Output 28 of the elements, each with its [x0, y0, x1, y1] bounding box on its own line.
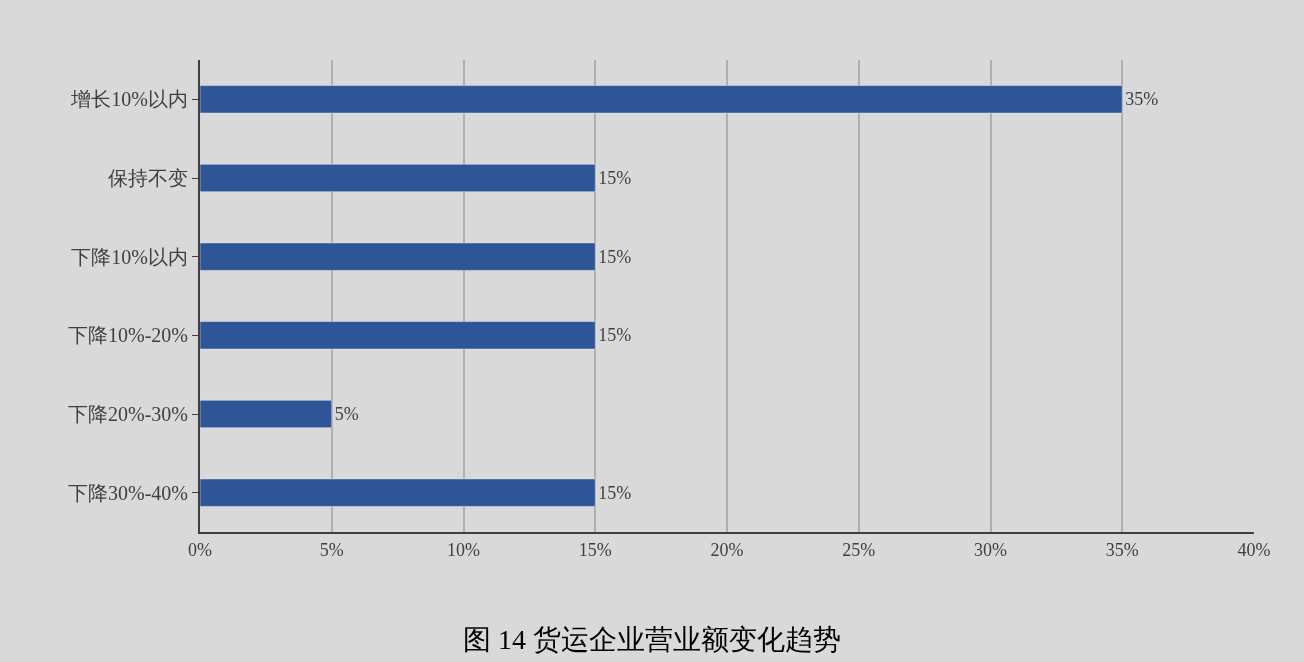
x-tick-label: 0% — [188, 539, 212, 560]
y-tick-label: 保持不变 — [108, 167, 188, 189]
x-tick-label: 40% — [1237, 539, 1271, 560]
bar — [200, 85, 1123, 114]
x-tick-label: 35% — [1105, 539, 1139, 560]
data-label: 15% — [598, 325, 632, 346]
y-tick-label: 下降10%-20% — [68, 324, 188, 347]
x-tick-label: 20% — [710, 539, 744, 560]
y-tick-label: 增长10%以内 — [70, 88, 188, 111]
data-label: 5% — [334, 404, 359, 424]
bar — [200, 321, 596, 350]
bar — [200, 242, 596, 271]
x-tick-label: 25% — [842, 539, 876, 560]
bar — [200, 399, 332, 429]
x-tick-label: 15% — [578, 539, 612, 560]
y-tick-label: 下降10%以内 — [71, 245, 188, 268]
y-tick-label: 下降20%-30% — [68, 403, 188, 425]
x-tick-label: 10% — [447, 539, 480, 560]
bar — [200, 163, 596, 193]
data-label: 15% — [598, 246, 632, 267]
y-tick-label: 下降30%-40% — [68, 481, 188, 504]
bar — [200, 478, 596, 507]
x-tick-label: 30% — [974, 539, 1007, 560]
x-tick-label: 5% — [319, 539, 344, 560]
text: 图 14 货运企业营业额变化趋势 — [463, 623, 841, 655]
data-label: 35% — [1125, 89, 1159, 110]
data-label: 15% — [598, 168, 632, 188]
data-label: 15% — [598, 482, 632, 503]
